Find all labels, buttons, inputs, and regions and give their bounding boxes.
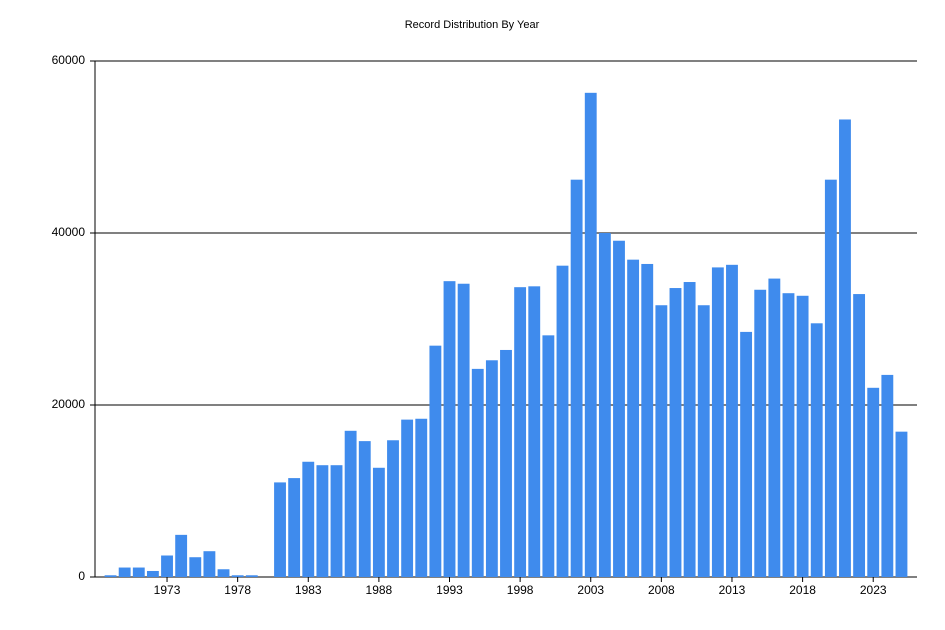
x-tick-label: 2003 [577,583,604,597]
bar [613,240,625,578]
bar [203,551,216,577]
bar [457,283,470,577]
bar [245,575,258,577]
bar [330,465,343,577]
bar [641,263,654,577]
bar [500,349,512,577]
bar [387,440,399,577]
bar [429,345,442,577]
x-tick-label: 2018 [789,583,816,597]
bar [570,179,583,577]
bar [867,387,880,577]
y-tick-label: 60000 [52,53,86,67]
bar [288,478,301,577]
bar [796,295,809,577]
bar [443,281,456,577]
bar [627,259,640,577]
bar [768,278,781,577]
bar [711,267,724,577]
x-tick-label: 1993 [436,583,463,597]
bar [514,287,527,577]
bar [118,567,131,577]
bar [344,430,357,577]
bar [598,233,611,577]
bar [726,264,738,577]
x-tick-label: 1998 [507,583,534,597]
bar [132,567,145,577]
bar [161,555,173,577]
bar [189,557,202,577]
bar [895,431,908,577]
bar [528,286,541,577]
bar [584,92,597,577]
bar [542,335,555,577]
bar [669,288,682,577]
y-tick-label: 20000 [52,397,86,411]
bar [740,331,753,577]
x-tick-label: 2013 [719,583,746,597]
bar [231,575,244,577]
x-tick-label: 1983 [295,583,322,597]
bar [485,360,498,577]
x-tick-label: 2008 [648,583,675,597]
bar [471,368,484,577]
x-tick-label: 1978 [224,583,251,597]
bar [782,293,795,577]
bar [372,467,385,577]
bar [839,119,851,577]
bar [754,289,767,577]
bar [810,323,823,577]
bar [175,534,188,577]
chart-title: Record Distribution By Year [405,19,540,31]
bar [824,179,837,577]
x-tick-label: 2023 [860,583,887,597]
bar [853,294,866,577]
bar [146,570,159,577]
bar [655,305,668,577]
bar [358,441,371,577]
bar [104,575,117,577]
bar [302,461,315,577]
x-tick-label: 1973 [154,583,181,597]
y-tick-label: 0 [78,569,85,583]
bar [274,482,286,577]
bar [697,305,710,577]
bar [881,374,894,577]
bar [401,419,414,577]
bar [556,265,569,577]
bar [683,282,696,577]
x-tick-label: 1988 [366,583,393,597]
bar [415,418,428,577]
bar [316,465,329,577]
bar [217,569,230,577]
y-tick-label: 40000 [52,225,86,239]
